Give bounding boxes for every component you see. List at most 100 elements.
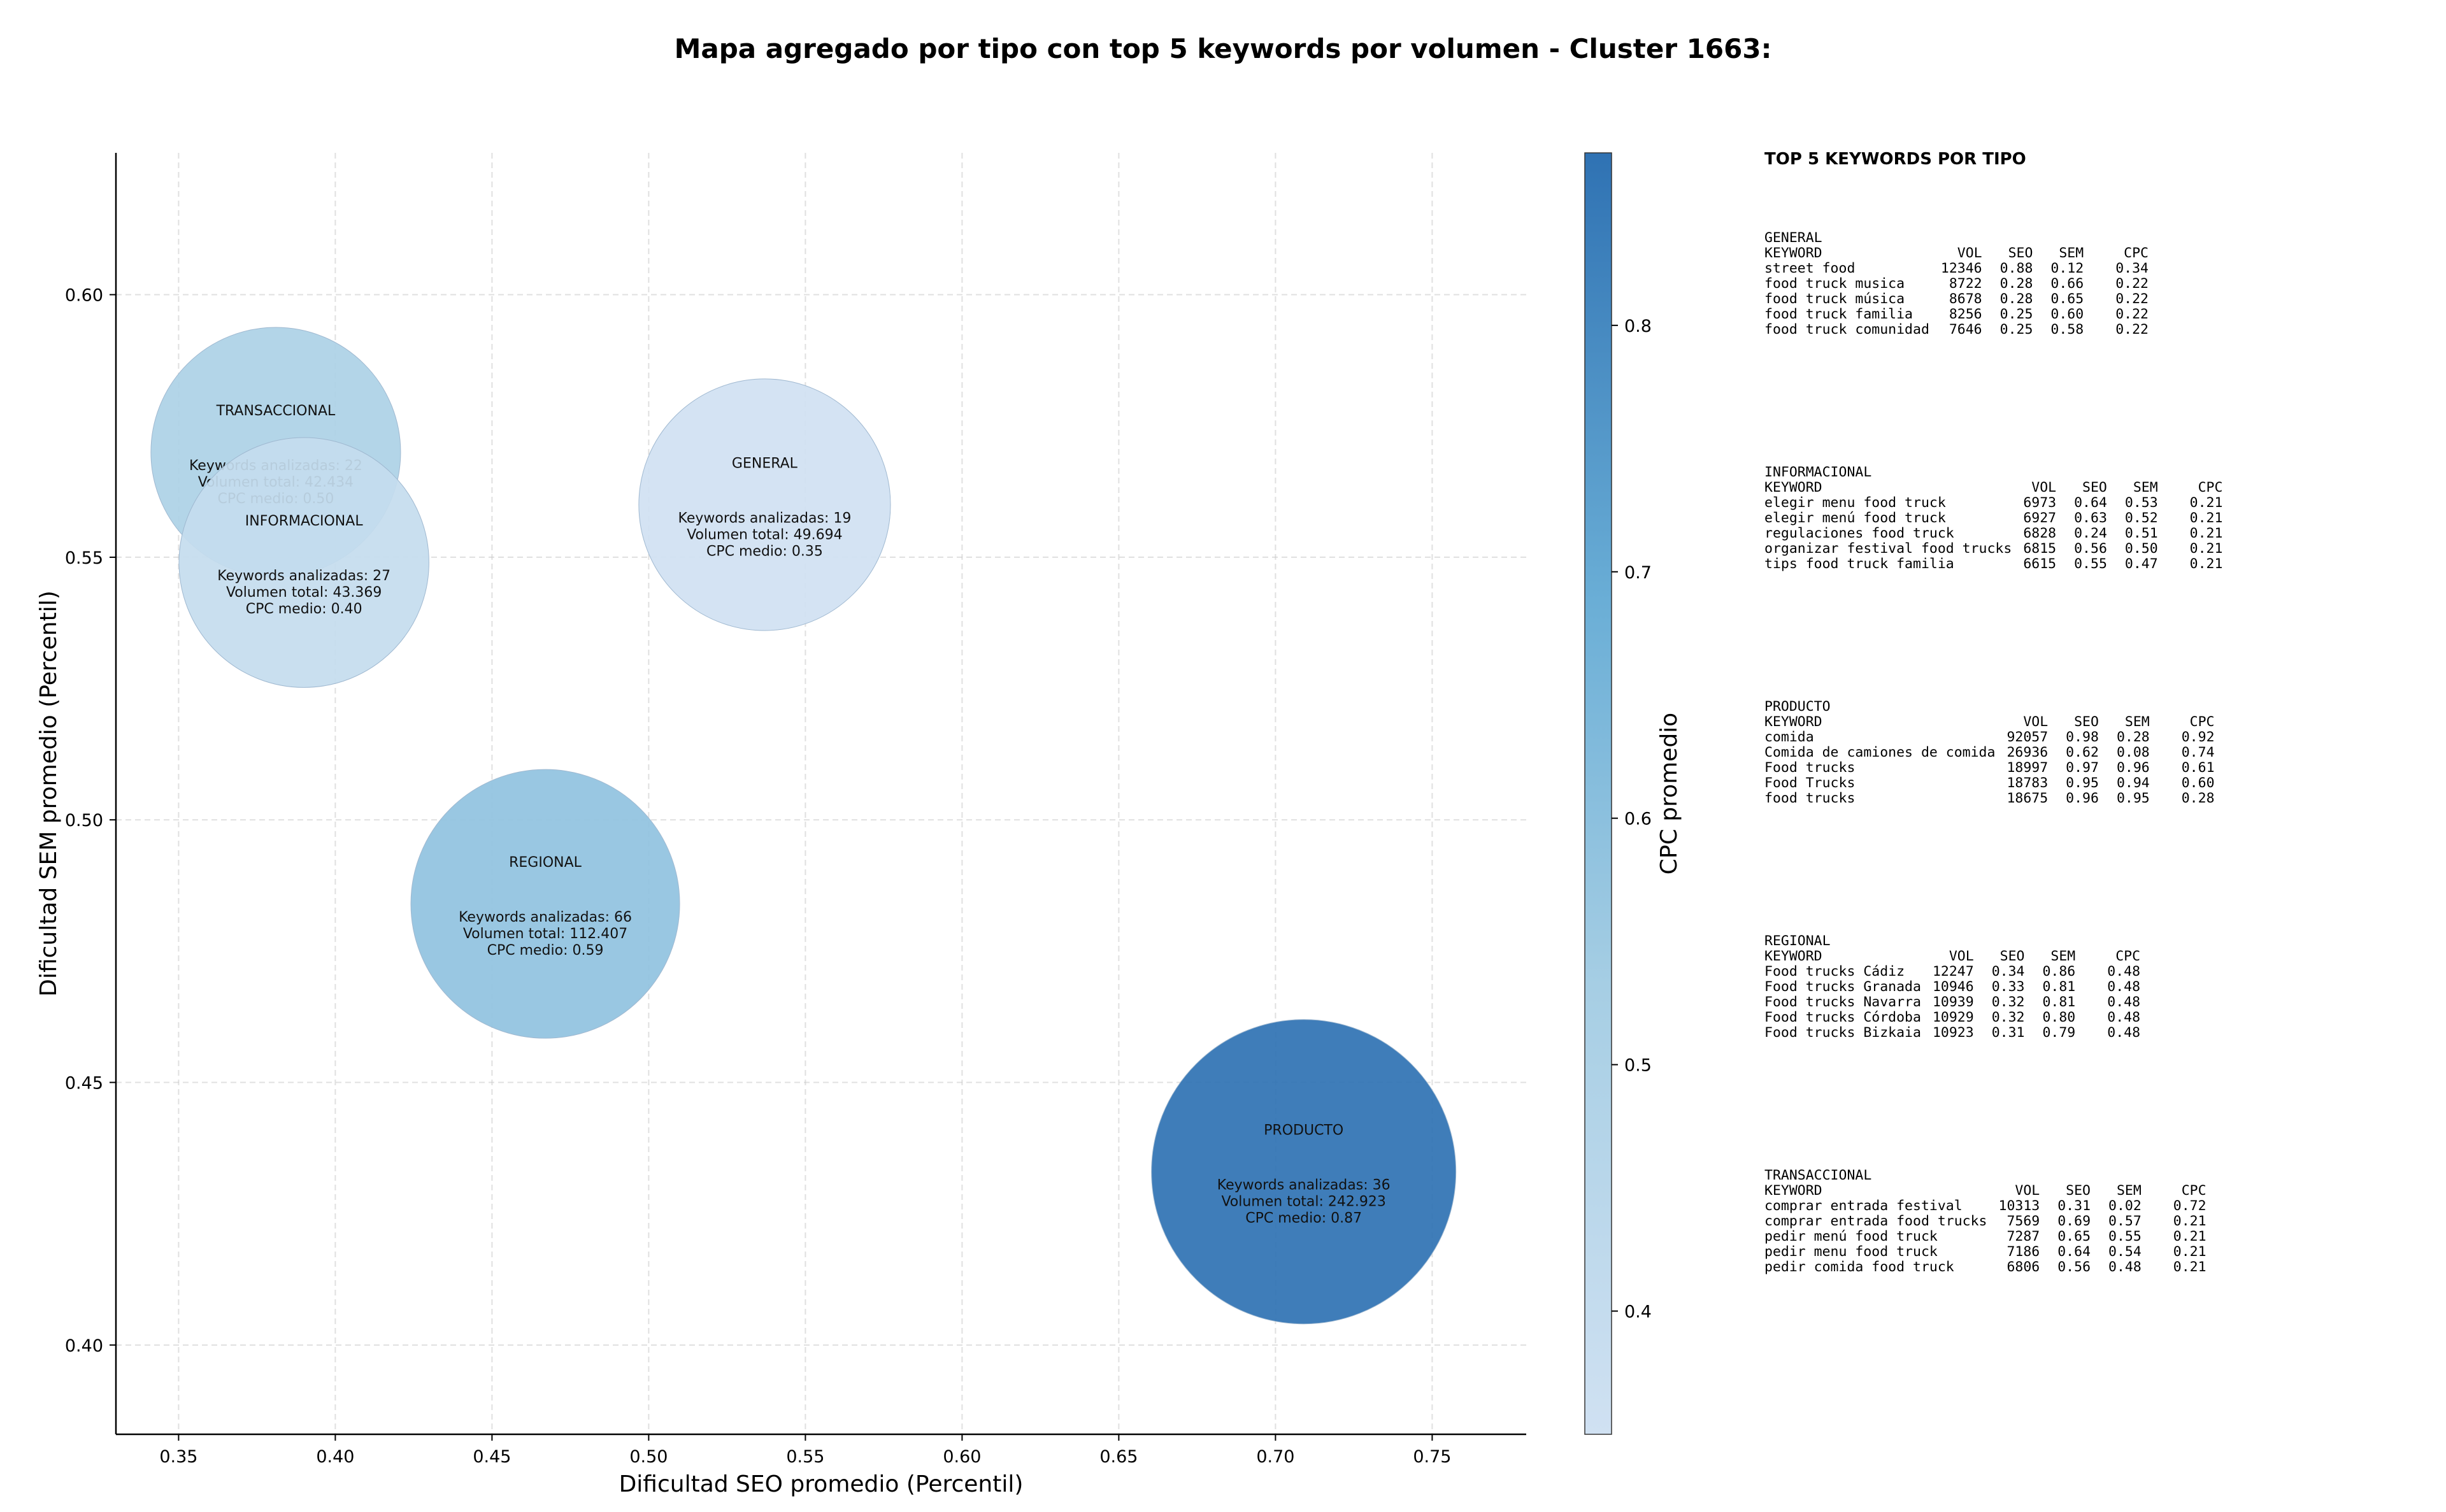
keyword-cell-vol: 6815 — [2023, 541, 2057, 557]
keyword-cell-seo: 0.97 — [2066, 760, 2099, 776]
header-sem: SEM — [2059, 245, 2084, 261]
keyword-cell-sem: 0.55 — [2108, 1229, 2142, 1245]
keyword-cell-keyword: Comida de camiones de comida — [1764, 745, 1996, 760]
keyword-groups: GENERAL KEYWORD VOL SEO SEM CPC street food 123… — [1764, 231, 2427, 1275]
header-cpc: CPC — [2181, 1183, 2206, 1199]
keyword-table-header: KEYWORD VOL SEO SEM CPC — [1764, 480, 2222, 496]
keyword-cell-cpc: 0.22 — [2115, 276, 2149, 292]
keyword-row: food truck comunidad 7646 0.25 0.58 0.22 — [1764, 322, 2149, 338]
keyword-cell-keyword: Food Trucks — [1764, 775, 1856, 791]
keyword-cell-sem: 0.53 — [2124, 495, 2158, 511]
keyword-cell-seo: 0.56 — [2074, 541, 2107, 557]
keyword-row: comprar entrada food trucks 7569 0.69 0.57 0… — [1764, 1214, 2206, 1229]
bubble-category-label: INFORMACIONAL — [245, 513, 364, 529]
keyword-cell-keyword: food truck familia — [1764, 306, 1913, 322]
header-seo: SEO — [2066, 1183, 2091, 1199]
bubble-keywords-label: Keywords analizadas: 66 — [459, 909, 632, 925]
x-tick-label: 0.55 — [786, 1447, 824, 1467]
y-axis-label: Dificultad SEM promedio (Percentil) — [36, 590, 62, 997]
keyword-cell-vol: 18997 — [2006, 760, 2049, 776]
y-tick-label: 0.60 — [65, 286, 103, 306]
keyword-cell-cpc: 0.22 — [2115, 306, 2149, 322]
keyword-cell-cpc: 0.48 — [2107, 1025, 2141, 1041]
keyword-group-general: GENERAL KEYWORD VOL SEO SEM CPC street food 123… — [1764, 231, 2427, 338]
keyword-cell-cpc: 0.48 — [2107, 1009, 2141, 1025]
keyword-cell-vol: 7186 — [2006, 1244, 2040, 1260]
keyword-cell-cpc: 0.21 — [2189, 525, 2223, 541]
keyword-cell-seo: 0.31 — [1991, 1025, 2025, 1041]
keyword-cell-sem: 0.28 — [2116, 729, 2150, 745]
bubble-cpc-label: CPC medio: 0.87 — [1245, 1211, 1362, 1227]
keyword-group-title: PRODUCTO — [1764, 699, 1831, 715]
keyword-cell-vol: 12247 — [1932, 964, 1974, 980]
keyword-cell-vol: 8678 — [1949, 291, 1982, 307]
keyword-row: tips food truck familia 6615 0.55 0.47 0.21 — [1764, 557, 2222, 572]
bubble-circle — [178, 437, 429, 688]
colorbar-gradient — [1584, 152, 1612, 1435]
bubble-cpc-label: CPC medio: 0.35 — [706, 543, 823, 559]
x-tick-label: 0.70 — [1256, 1447, 1294, 1467]
header-cpc: CPC — [2189, 714, 2215, 730]
keyword-cell-keyword: Food trucks Bizkaia — [1764, 1025, 1921, 1041]
keyword-cell-keyword: Food trucks Cádiz — [1764, 964, 1905, 980]
colorbar-tick-label: 0.5 — [1624, 1056, 1652, 1076]
colorbar-tick-label: 0.4 — [1624, 1302, 1652, 1322]
y-tick-label: 0.50 — [65, 811, 103, 831]
bubble-cpc-label: CPC medio: 0.59 — [487, 943, 604, 959]
keyword-row: organizar festival food trucks 6815 0.56 0.… — [1764, 541, 2222, 557]
keyword-cell-keyword: food truck música — [1764, 291, 1905, 307]
y-tick-label: 0.55 — [65, 548, 103, 568]
keyword-cell-sem: 0.81 — [2042, 994, 2076, 1010]
keyword-cell-vol: 10313 — [1998, 1198, 2040, 1214]
keyword-cell-keyword: elegir menú food truck — [1764, 510, 1946, 526]
bubble-circle — [410, 769, 680, 1039]
keyword-cell-sem: 0.96 — [2116, 760, 2150, 776]
keyword-cell-vol: 8256 — [1949, 306, 1982, 322]
colorbar-label: CPC promedio — [1656, 713, 1682, 874]
keyword-cell-cpc: 0.28 — [2181, 790, 2215, 806]
keyword-table-header: KEYWORD VOL SEO SEM CPC — [1764, 1183, 2206, 1199]
keyword-row: food truck musica 8722 0.28 0.66 0.22 — [1764, 276, 2149, 292]
x-tick-label: 0.75 — [1413, 1447, 1451, 1467]
keyword-row: Food trucks Bizkaia 10923 0.31 0.79 0.48 — [1764, 1025, 2140, 1041]
keyword-cell-seo: 0.55 — [2074, 556, 2107, 572]
keyword-cell-cpc: 0.61 — [2181, 760, 2215, 776]
keyword-cell-cpc: 0.21 — [2173, 1229, 2206, 1245]
keyword-cell-keyword: comprar entrada festival — [1764, 1198, 1963, 1214]
keyword-cell-vol: 92057 — [2006, 729, 2049, 745]
header-keyword: KEYWORD — [1764, 948, 1822, 964]
keyword-cell-seo: 0.69 — [2057, 1213, 2091, 1229]
header-keyword: KEYWORD — [1764, 1183, 1822, 1199]
keyword-cell-keyword: Food trucks Granada — [1764, 979, 1921, 995]
keyword-cell-vol: 10923 — [1932, 1025, 1974, 1041]
keyword-cell-seo: 0.32 — [1991, 1009, 2025, 1025]
header-keyword: KEYWORD — [1764, 714, 1822, 730]
bubble-volume-label: Volumen total: 43.369 — [226, 585, 382, 601]
keyword-row: elegir menú food truck 6927 0.63 0.52 0.21 — [1764, 511, 2222, 526]
keyword-cell-vol: 6806 — [2006, 1259, 2040, 1275]
header-seo: SEO — [1999, 948, 2025, 964]
keyword-cell-vol: 10946 — [1932, 979, 1974, 995]
chart-title: Mapa agregado por tipo con top 5 keyword… — [674, 33, 1772, 64]
keyword-cell-vol: 6973 — [2023, 495, 2057, 511]
keyword-row: elegir menu food truck 6973 0.64 0.53 0.21 — [1764, 496, 2222, 511]
keyword-row: pedir menú food truck 7287 0.65 0.55 0.21 — [1764, 1229, 2206, 1245]
keyword-cell-vol: 7287 — [2006, 1229, 2040, 1245]
header-seo: SEO — [2074, 714, 2099, 730]
bubble-cpc-label: CPC medio: 0.40 — [246, 601, 362, 617]
header-sem: SEM — [2050, 948, 2076, 964]
keyword-cell-vol: 7646 — [1949, 322, 1982, 338]
keyword-cell-sem: 0.54 — [2108, 1244, 2142, 1260]
keyword-cell-sem: 0.02 — [2108, 1198, 2142, 1214]
bubble-category-label: REGIONAL — [509, 855, 582, 871]
keyword-row: food truck música 8678 0.28 0.65 0.22 — [1764, 292, 2149, 307]
x-tick-label: 0.60 — [943, 1447, 981, 1467]
keyword-cell-sem: 0.95 — [2116, 790, 2150, 806]
keyword-cell-seo: 0.62 — [2066, 745, 2099, 760]
keyword-group-title: TRANSACCIONAL — [1764, 1167, 1872, 1183]
keyword-cell-sem: 0.52 — [2124, 510, 2158, 526]
keyword-cell-vol: 12346 — [1940, 260, 1982, 276]
keyword-cell-sem: 0.48 — [2108, 1259, 2142, 1275]
keyword-cell-sem: 0.65 — [2050, 291, 2084, 307]
keyword-cell-cpc: 0.21 — [2173, 1213, 2206, 1229]
